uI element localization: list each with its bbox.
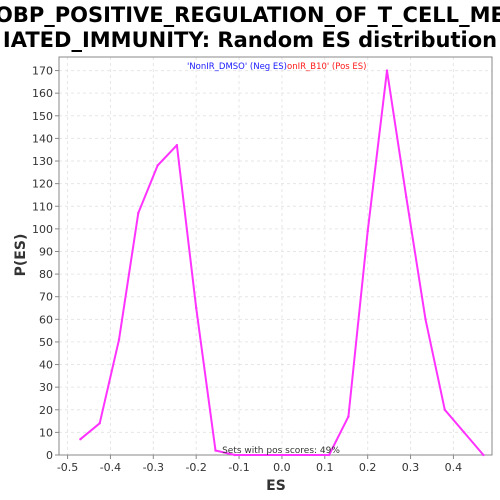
- data-point: [214, 449, 217, 452]
- x-tick-label: 0.2: [359, 461, 377, 474]
- x-tick-label: 0.1: [316, 461, 334, 474]
- data-point: [482, 453, 485, 457]
- es-distribution-line: [79, 69, 485, 456]
- x-tick-label: -0.5: [57, 461, 78, 474]
- x-tick-label: -0.1: [228, 461, 249, 474]
- data-point: [327, 453, 331, 457]
- data-point: [98, 422, 101, 425]
- y-axis-label: P(ES): [13, 234, 29, 277]
- data-point: [385, 69, 389, 72]
- grid-lines: [59, 57, 492, 456]
- series-group: [79, 69, 485, 457]
- data-point: [156, 164, 159, 167]
- y-tick-label: 160: [32, 87, 53, 100]
- data-point: [366, 229, 369, 233]
- y-tick-label: 90: [39, 245, 53, 258]
- legend-neg-label: 'NonIR_DMSO' (Neg ES): [187, 62, 287, 72]
- y-tick-label: 30: [39, 381, 53, 394]
- chart-title-line-1: GOBP_POSITIVE_REGULATION_OF_T_CELL_MED: [0, 3, 500, 27]
- data-point: [117, 338, 121, 341]
- data-point: [79, 438, 82, 441]
- x-tick-label: 0.3: [402, 461, 420, 474]
- y-tick-label: 40: [39, 359, 53, 372]
- x-axis-label: ES: [266, 478, 286, 494]
- x-tick-label: -0.4: [100, 461, 121, 474]
- pos-scores-annotation: Sets with pos scores: 49%: [222, 446, 340, 456]
- data-point: [175, 144, 179, 147]
- data-point: [233, 453, 236, 457]
- x-tick-label: -0.3: [143, 461, 164, 474]
- data-point: [462, 431, 466, 434]
- y-axis-ticks: 0 10 20 30 40 50 60 70 80 90 100 110 120 130 140 150 160…: [32, 65, 59, 462]
- y-tick-label: 120: [32, 178, 53, 191]
- chart-title-line-2: IATED_IMMUNITY: Random ES distribution: [3, 28, 497, 52]
- y-tick-label: 80: [39, 268, 53, 281]
- legend-pos-label: onIR_B10' (Pos ES): [287, 62, 367, 72]
- y-tick-label: 50: [39, 336, 53, 349]
- y-tick-label: 170: [32, 65, 53, 78]
- data-point: [137, 211, 140, 215]
- y-tick-label: 150: [32, 110, 53, 123]
- x-tick-label: -0.2: [185, 461, 206, 474]
- y-tick-label: 60: [39, 313, 53, 326]
- y-tick-label: 20: [39, 404, 53, 417]
- data-point: [347, 415, 350, 418]
- y-tick-label: 130: [32, 155, 53, 168]
- y-tick-label: 70: [39, 291, 53, 304]
- y-tick-label: 10: [39, 426, 53, 439]
- data-point: [424, 318, 427, 321]
- y-tick-label: 100: [32, 223, 53, 236]
- y-tick-label: 140: [32, 132, 53, 145]
- data-point: [195, 306, 198, 310]
- x-tick-label: 0.4: [445, 461, 463, 474]
- x-axis-ticks: -0.5 -0.4 -0.3 -0.2 -0.1 0.0 0.1 0.2 0.3 0.4: [57, 455, 462, 474]
- y-tick-label: 110: [32, 200, 53, 213]
- y-tick-label: 0: [46, 449, 53, 462]
- x-tick-label: 0.0: [273, 461, 291, 474]
- data-point: [405, 196, 408, 199]
- data-point: [443, 408, 446, 411]
